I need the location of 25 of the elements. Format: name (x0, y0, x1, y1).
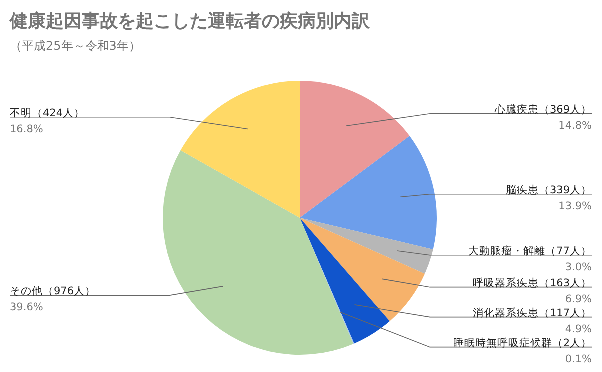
slice-label: 睡眠時無呼吸症候群（2人） (453, 336, 592, 350)
slice-label: 不明（424人） (10, 107, 86, 120)
chart-subtitle: （平成25年～令和3年） (10, 39, 141, 53)
data-label: 6.9% (565, 293, 592, 306)
pie-slice (300, 218, 426, 322)
data-label: 0.1% (565, 353, 592, 366)
data-label: 3.0% (565, 261, 592, 274)
pie-slice (300, 218, 390, 344)
slice-label: その他（976人） (10, 286, 96, 298)
slice-label: 心臓疾患（369人） (494, 102, 592, 116)
slice-label: 呼吸器系疾患（163人） (472, 276, 592, 290)
data-label: 14.8% (558, 120, 592, 132)
chart-title: 健康起因事故を起こした運転者の疾病別内訳 (9, 11, 371, 32)
pie-slice (300, 218, 434, 274)
data-label: 13.9% (558, 200, 592, 212)
pie-slice (300, 81, 410, 218)
pie-slice (300, 136, 437, 250)
data-label: 39.6% (10, 302, 44, 314)
data-label: 16.8% (10, 123, 44, 136)
data-label: 4.9% (565, 323, 592, 336)
slice-label: 大動脈瘤・解離（77人） (468, 244, 592, 258)
slice-label: 脳疾患（339人） (506, 183, 592, 196)
pie-slice (163, 150, 354, 355)
slice-label: 消化器系疾患（117人） (472, 306, 592, 320)
pie-slice (180, 81, 300, 218)
